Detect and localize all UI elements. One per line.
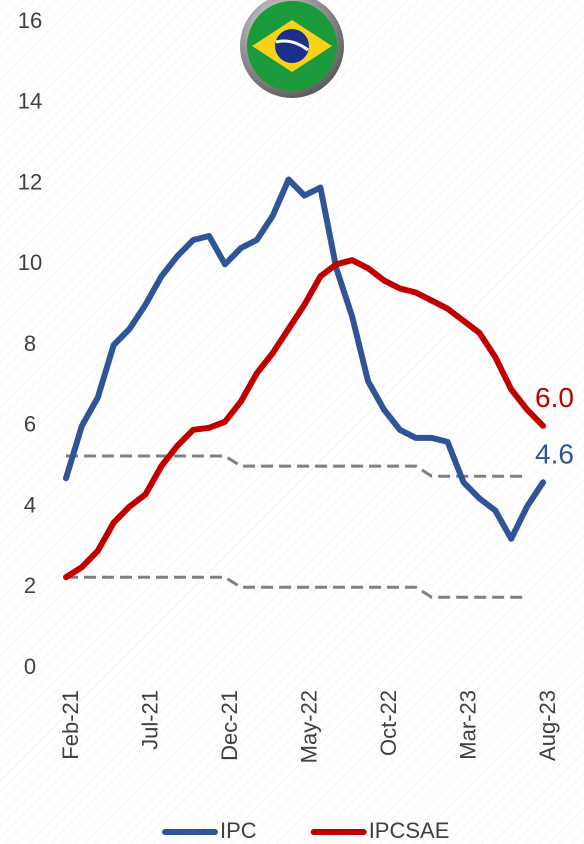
end-label: 4.6: [535, 439, 574, 470]
y-tick-label: 8: [24, 331, 36, 356]
y-tick-label: 6: [24, 412, 36, 437]
y-tick-label: 16: [18, 8, 42, 33]
end-label: 6.0: [535, 382, 574, 413]
y-tick-label: 14: [18, 89, 42, 114]
x-tick-label: Mar-23: [455, 690, 480, 760]
y-tick-label: 0: [24, 654, 36, 679]
legend-label: IPCSAE: [369, 818, 450, 843]
y-tick-label: 4: [24, 492, 36, 517]
series-line: [63, 257, 546, 581]
band-line: [66, 454, 528, 478]
series-line: [63, 176, 546, 542]
y-tick-label: 10: [18, 250, 42, 275]
band-line: [66, 575, 528, 599]
x-tick-label: Dec-21: [217, 690, 242, 761]
flag: [240, 0, 344, 98]
legend-label: IPC: [220, 818, 257, 843]
y-tick-label: 2: [24, 573, 36, 598]
x-tick-label: Oct-22: [376, 690, 401, 756]
x-tick-label: May-22: [296, 690, 321, 763]
x-tick-label: Jul-21: [137, 690, 162, 750]
y-tick-label: 12: [18, 169, 42, 194]
x-tick-label: Aug-23: [535, 690, 560, 761]
x-tick-label: Feb-21: [58, 690, 83, 760]
